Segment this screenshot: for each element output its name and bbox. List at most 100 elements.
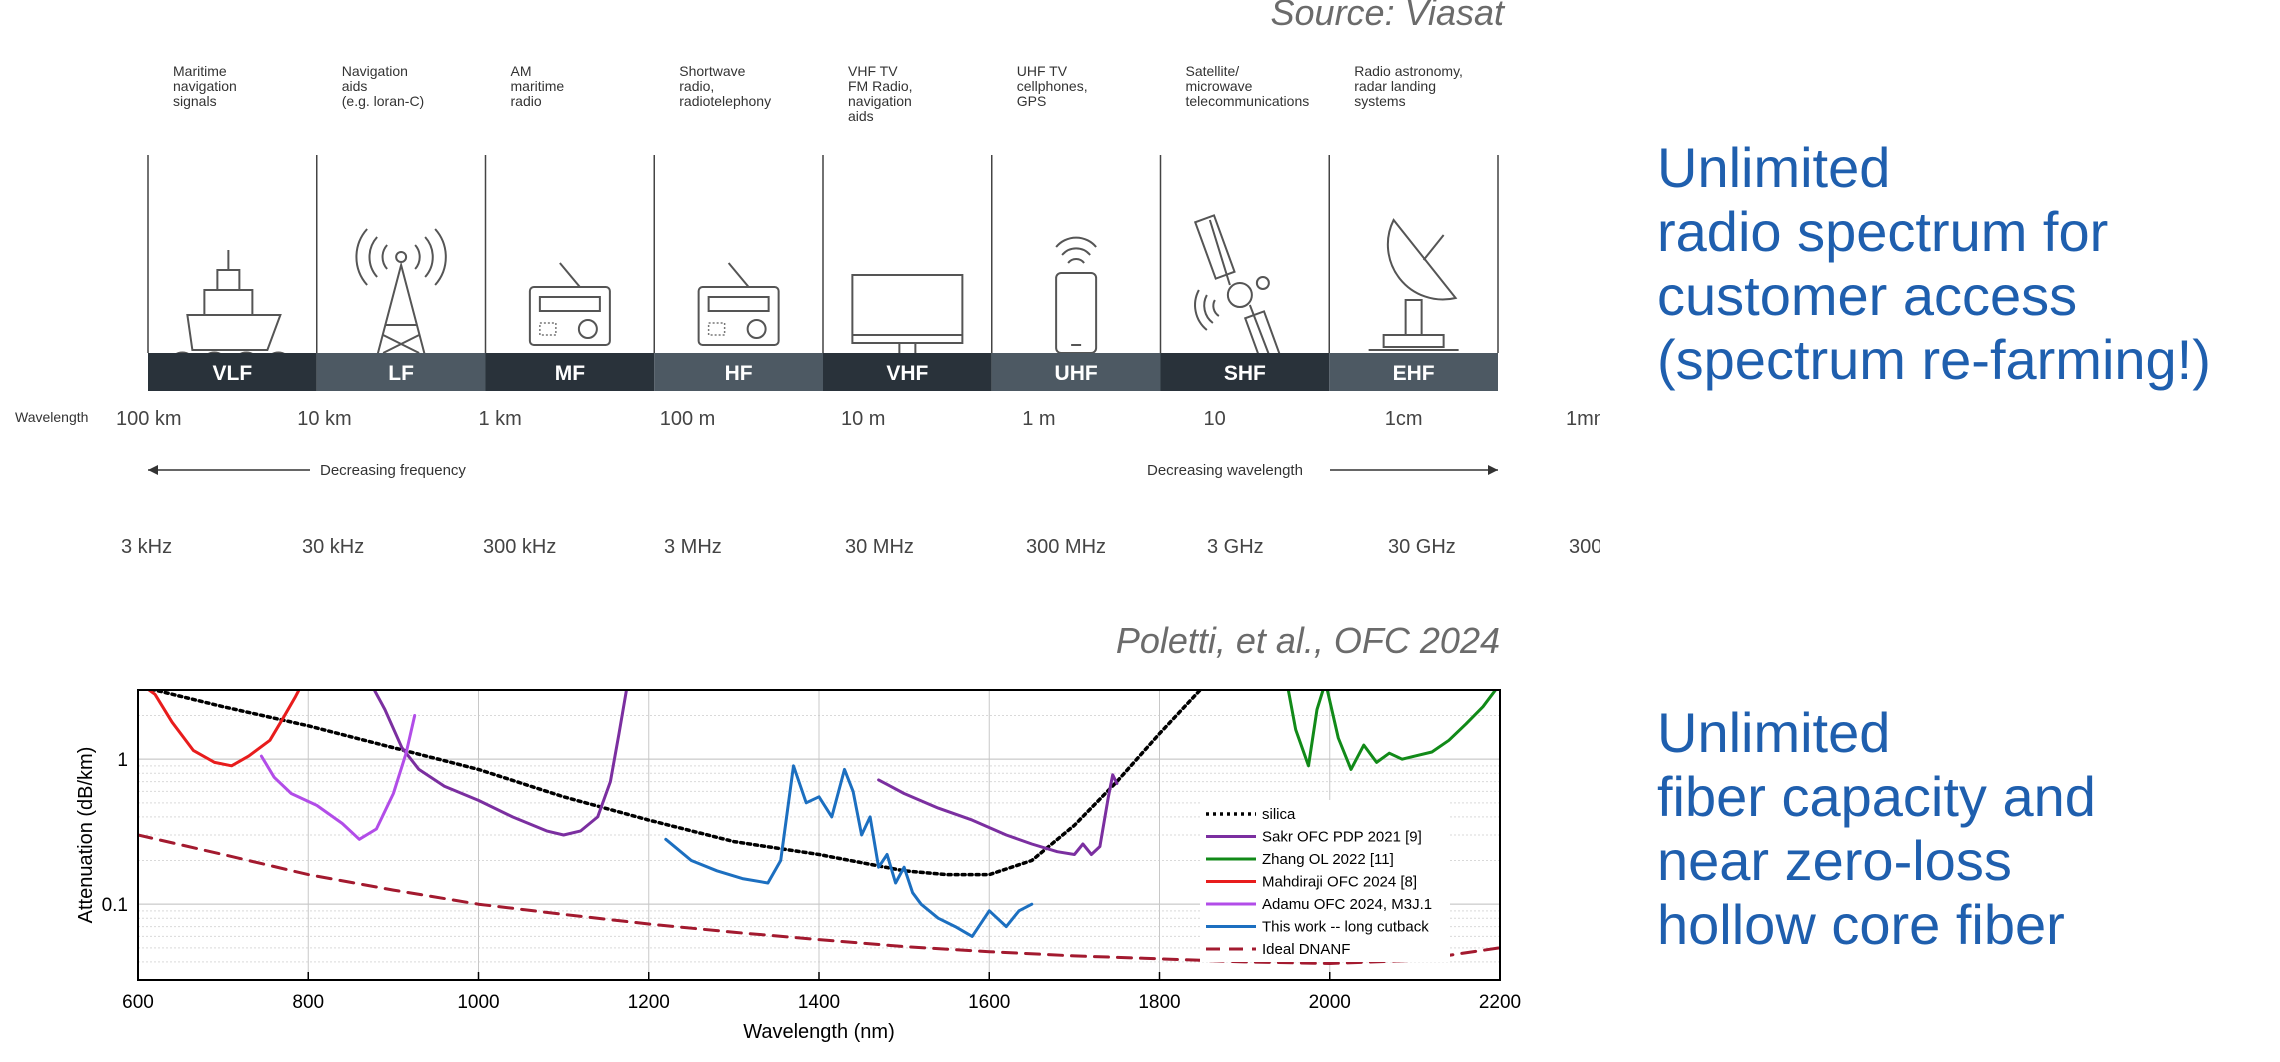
frequency-tick: 3 MHz — [664, 536, 722, 558]
band-label: HF — [725, 362, 753, 385]
dish-icon — [1368, 218, 1459, 351]
frequency-tick: 30 kHz — [302, 536, 364, 558]
band-description: radio, — [679, 78, 714, 94]
band-label: EHF — [1393, 362, 1435, 385]
band-description: maritime — [511, 78, 565, 94]
arrow-head — [1488, 465, 1498, 475]
wavelength-tick: 1 m — [1022, 408, 1055, 430]
bullet-line: (spectrum re-farming!) — [1657, 328, 2211, 391]
radio-icon — [528, 262, 611, 346]
band-bar — [1329, 353, 1498, 391]
frequency-tick: 3 GHz — [1207, 536, 1264, 558]
band-label: SHF — [1224, 362, 1266, 385]
band-description: Shortwave — [679, 63, 745, 79]
phone-icon — [1055, 236, 1098, 354]
wavelength-tick: 100 km — [116, 408, 182, 430]
band-description: VHF TV — [848, 63, 898, 79]
band-bar — [316, 353, 486, 391]
x-tick-label: 2200 — [1479, 992, 1521, 1013]
band-description: radio — [511, 93, 542, 109]
arrow-head — [148, 465, 158, 475]
decreasing-wavelength-label: Decreasing wavelength — [1147, 462, 1303, 479]
legend-entry: Zhang OL 2022 [11] — [1262, 851, 1394, 868]
band-description: UHF TV — [1017, 63, 1068, 79]
fiber-capacity-bullet: Unlimited fiber capacity and near zero-l… — [1657, 701, 2096, 957]
series-line — [147, 690, 1203, 877]
wavelength-tick: 10 km — [297, 408, 351, 430]
attenuation-chart: 600 800 1000 1200 1400 1600 1800 2000 2200 0.1 1 Wa… — [75, 689, 1521, 1043]
series-line — [372, 690, 628, 837]
band-bar — [148, 353, 317, 391]
band-bar — [485, 353, 655, 391]
tv-icon — [851, 274, 964, 356]
band-bar — [1160, 353, 1330, 391]
band-bar — [991, 353, 1161, 391]
band-description: Navigation — [342, 63, 408, 79]
y-tick-label: 0.1 — [102, 895, 128, 916]
band-description: systems — [1354, 93, 1405, 109]
band-description: navigation — [173, 78, 237, 94]
series-line — [138, 833, 1500, 965]
source-viasat: Source: Viasat — [1270, 0, 1504, 33]
series-line — [877, 773, 1119, 856]
band-description: Radio astronomy, — [1354, 63, 1463, 79]
band-bar — [823, 353, 992, 391]
series-line — [259, 714, 417, 841]
x-tick-label: 1000 — [457, 992, 499, 1013]
frequency-tick: 300 MHz — [1026, 536, 1106, 558]
x-tick-label: 1800 — [1138, 992, 1180, 1013]
legend-entry: This work -- long cutback — [1262, 919, 1429, 936]
band-label: LF — [388, 362, 414, 385]
band-label: MF — [555, 362, 585, 385]
band-description: cellphones, — [1017, 78, 1088, 94]
x-tick-label: 1200 — [628, 992, 670, 1013]
wavelength-tick: 1mm — [1566, 408, 1600, 430]
y-tick-label: 1 — [117, 750, 128, 771]
band-description: AM — [511, 63, 532, 79]
bullet-line: hollow core fiber — [1657, 893, 2065, 956]
source-poletti: Poletti, et al., OFC 2024 — [1115, 620, 1500, 661]
band-description: microwave — [1186, 78, 1253, 94]
band-description: (e.g. loran-C) — [342, 93, 424, 109]
frequency-tick: 30 MHz — [845, 536, 914, 558]
series-line — [1286, 690, 1498, 771]
band-description: aids — [848, 108, 874, 124]
bullet-line: customer access — [1657, 264, 2078, 327]
series-line — [664, 764, 1034, 938]
band-description: Satellite/ — [1186, 63, 1240, 79]
band-description: Maritime — [173, 63, 227, 79]
legend-entry: silica — [1262, 806, 1296, 823]
satellite-icon — [1193, 214, 1286, 376]
x-tick-label: 800 — [292, 992, 324, 1013]
radio-icon — [697, 262, 780, 346]
legend-entry: Sakr OFC PDP 2021 [9] — [1262, 829, 1422, 846]
plot-area — [138, 690, 1500, 965]
radio-spectrum-bullet: Unlimited radio spectrum for customer ac… — [1657, 136, 2211, 392]
band-description: radiotelephony — [679, 93, 771, 109]
band-description: aids — [342, 78, 368, 94]
frequency-tick: 30 GHz — [1388, 536, 1456, 558]
band-label: UHF — [1055, 362, 1098, 385]
wavelength-label: Wavelength — [15, 409, 88, 425]
x-tick-label: 600 — [122, 992, 154, 1013]
band-bar — [654, 353, 823, 391]
wavelength-tick: 1cm — [1385, 408, 1423, 430]
frequency-tick: 300 kHz — [483, 536, 556, 558]
tower-icon — [355, 228, 447, 361]
x-axis-label: Wavelength (nm) — [743, 1021, 895, 1043]
band-description: signals — [173, 93, 217, 109]
bullet-line: Unlimited — [1657, 701, 1891, 764]
legend-entry: Ideal DNANF — [1262, 941, 1350, 958]
bullet-line: near zero-loss — [1657, 829, 2012, 892]
x-tick-label: 1400 — [798, 992, 840, 1013]
bullet-line: Unlimited — [1657, 136, 1891, 199]
radio-spectrum-diagram: MaritimenavigationsignalsVLFNavigationai… — [15, 63, 1600, 558]
legend-entry: Adamu OFC 2024, M3J.1 — [1262, 896, 1432, 913]
wavelength-tick: 10 m — [841, 408, 885, 430]
wavelength-tick: 1 km — [479, 408, 522, 430]
bullet-line: radio spectrum for — [1657, 200, 2109, 263]
band-label: VHF — [886, 362, 928, 385]
band-description: radar landing — [1354, 78, 1436, 94]
frequency-tick: 300 GHz — [1569, 536, 1600, 558]
band-description: telecommunications — [1186, 93, 1310, 109]
